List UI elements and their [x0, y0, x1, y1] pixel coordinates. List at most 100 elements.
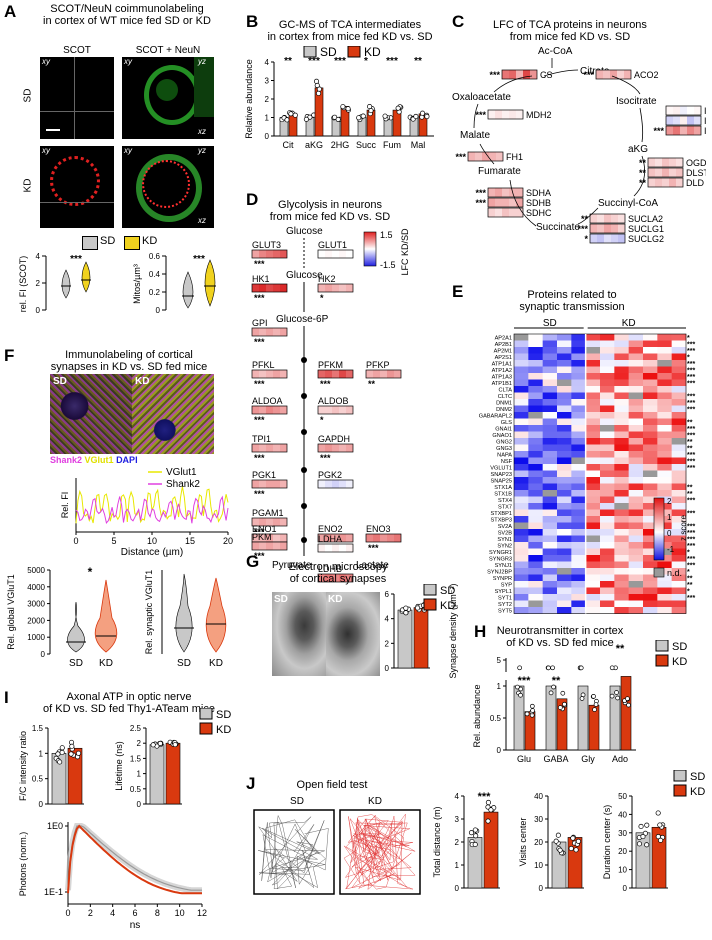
heat-cell	[614, 490, 629, 497]
gene-label: NSF	[501, 459, 513, 465]
heat-cell	[514, 340, 529, 348]
heat-cell	[628, 347, 644, 354]
heat-cell	[514, 587, 529, 595]
j2-tick: 0	[539, 884, 544, 893]
heat-cell	[671, 516, 687, 523]
h-ylabel: Rel. abundance	[472, 684, 482, 747]
cell-TPI1	[273, 444, 280, 452]
data-point	[529, 703, 535, 709]
data-point	[530, 708, 535, 713]
data-point	[360, 113, 366, 119]
data-point	[551, 684, 556, 690]
f3-ylabel: Rel. synaptic VGluT1	[144, 570, 154, 655]
cell-SUCLG2	[590, 234, 597, 243]
heat-cell	[657, 594, 672, 601]
gene-label: NAPA	[497, 453, 512, 459]
gene-DLD: DLD	[686, 178, 705, 188]
heat-cell	[600, 347, 615, 354]
heat-cell	[614, 516, 629, 523]
h-sig: **	[616, 643, 625, 655]
panel-h-letter: H	[474, 622, 487, 641]
cell-PFKP	[380, 370, 387, 378]
heat-cell	[528, 431, 543, 439]
legend-a-sd-label: SD	[100, 235, 116, 247]
heat-cell	[600, 607, 615, 614]
j2-tick: 10	[534, 861, 543, 870]
heat-cell	[542, 516, 558, 523]
heat-cell	[643, 379, 658, 387]
heat-cell	[528, 399, 543, 406]
heat-cell	[557, 607, 572, 614]
cell-PFKP	[387, 370, 394, 378]
gene-sig: ***	[687, 368, 695, 375]
gene-PGK1: PGK1	[252, 470, 276, 480]
heat-cell	[542, 587, 558, 595]
heat-cell	[657, 386, 672, 393]
heat-cell	[614, 392, 629, 400]
cell-ENO3	[366, 534, 373, 542]
heat-cell	[528, 529, 543, 536]
heat-cell	[528, 581, 543, 588]
sig-SUCLG2: *	[584, 234, 588, 244]
colorbar-e	[653, 497, 665, 561]
gene-label: CLTA	[499, 388, 513, 394]
pathway-node	[301, 503, 307, 509]
cell-OGDH	[648, 158, 655, 167]
i1-tick: 0	[39, 800, 44, 809]
heat-cell	[628, 438, 644, 445]
data-point	[562, 701, 567, 707]
heat-cell	[628, 477, 644, 484]
sig-IDH3G: ***	[653, 126, 664, 136]
cell-ENO2	[346, 534, 353, 542]
heat-cell	[528, 509, 543, 517]
heat-cell	[571, 483, 586, 491]
heat-cell	[628, 516, 644, 523]
heat-cell	[614, 535, 629, 543]
legend-sd-swatch	[673, 770, 687, 782]
heat-cell	[643, 529, 658, 536]
met-succinate: Succinate	[536, 222, 580, 233]
gene-sig: ***	[687, 342, 695, 349]
heat-cell	[542, 496, 558, 504]
heat-cell	[528, 392, 543, 400]
box-GLUT3	[251, 249, 288, 259]
data-point	[636, 841, 643, 847]
heat-cell	[528, 444, 543, 452]
heat-cell	[585, 334, 601, 341]
sig-HK1: ***	[254, 293, 265, 303]
heat-cell	[671, 503, 687, 510]
heat-cell	[657, 405, 672, 413]
gene-ENO1: ENO1	[252, 524, 277, 534]
b-xtick: 2HG	[331, 140, 350, 150]
pathway-node	[301, 393, 307, 399]
heat-cell	[514, 490, 529, 497]
b-sig: **	[284, 56, 292, 67]
heat-cell	[571, 438, 586, 445]
g-bar-SD	[397, 609, 413, 669]
gene-label: SYT5	[498, 609, 512, 615]
heat-cell	[628, 483, 644, 491]
cell-SUCLA2	[604, 214, 611, 223]
heat-cell	[614, 373, 629, 380]
legend-a-sd-swatch	[82, 236, 98, 250]
j1-sig: ***	[478, 791, 492, 803]
cell-OGDH	[669, 158, 676, 167]
i2-tick: 0	[137, 800, 142, 809]
heat-cell	[514, 535, 529, 543]
heat-cell	[643, 607, 658, 614]
sig-GAPDH: ***	[320, 453, 331, 463]
heat-cell	[614, 529, 629, 536]
heat-cell	[528, 425, 543, 432]
cell-PKM	[266, 542, 273, 550]
f2-tick: 2000	[27, 616, 45, 625]
colorbar-tick: 1.5	[380, 230, 393, 240]
data-point	[593, 702, 599, 707]
cell-ALDOA	[266, 406, 273, 414]
gene-IDH3A: IDH3A	[704, 116, 706, 126]
data-point	[655, 810, 661, 816]
gene-sig: ***	[687, 400, 695, 407]
heat-cell	[657, 529, 672, 536]
colorbar-tick: -1	[667, 545, 675, 554]
data-point	[638, 823, 644, 830]
heat-cell	[614, 600, 629, 608]
